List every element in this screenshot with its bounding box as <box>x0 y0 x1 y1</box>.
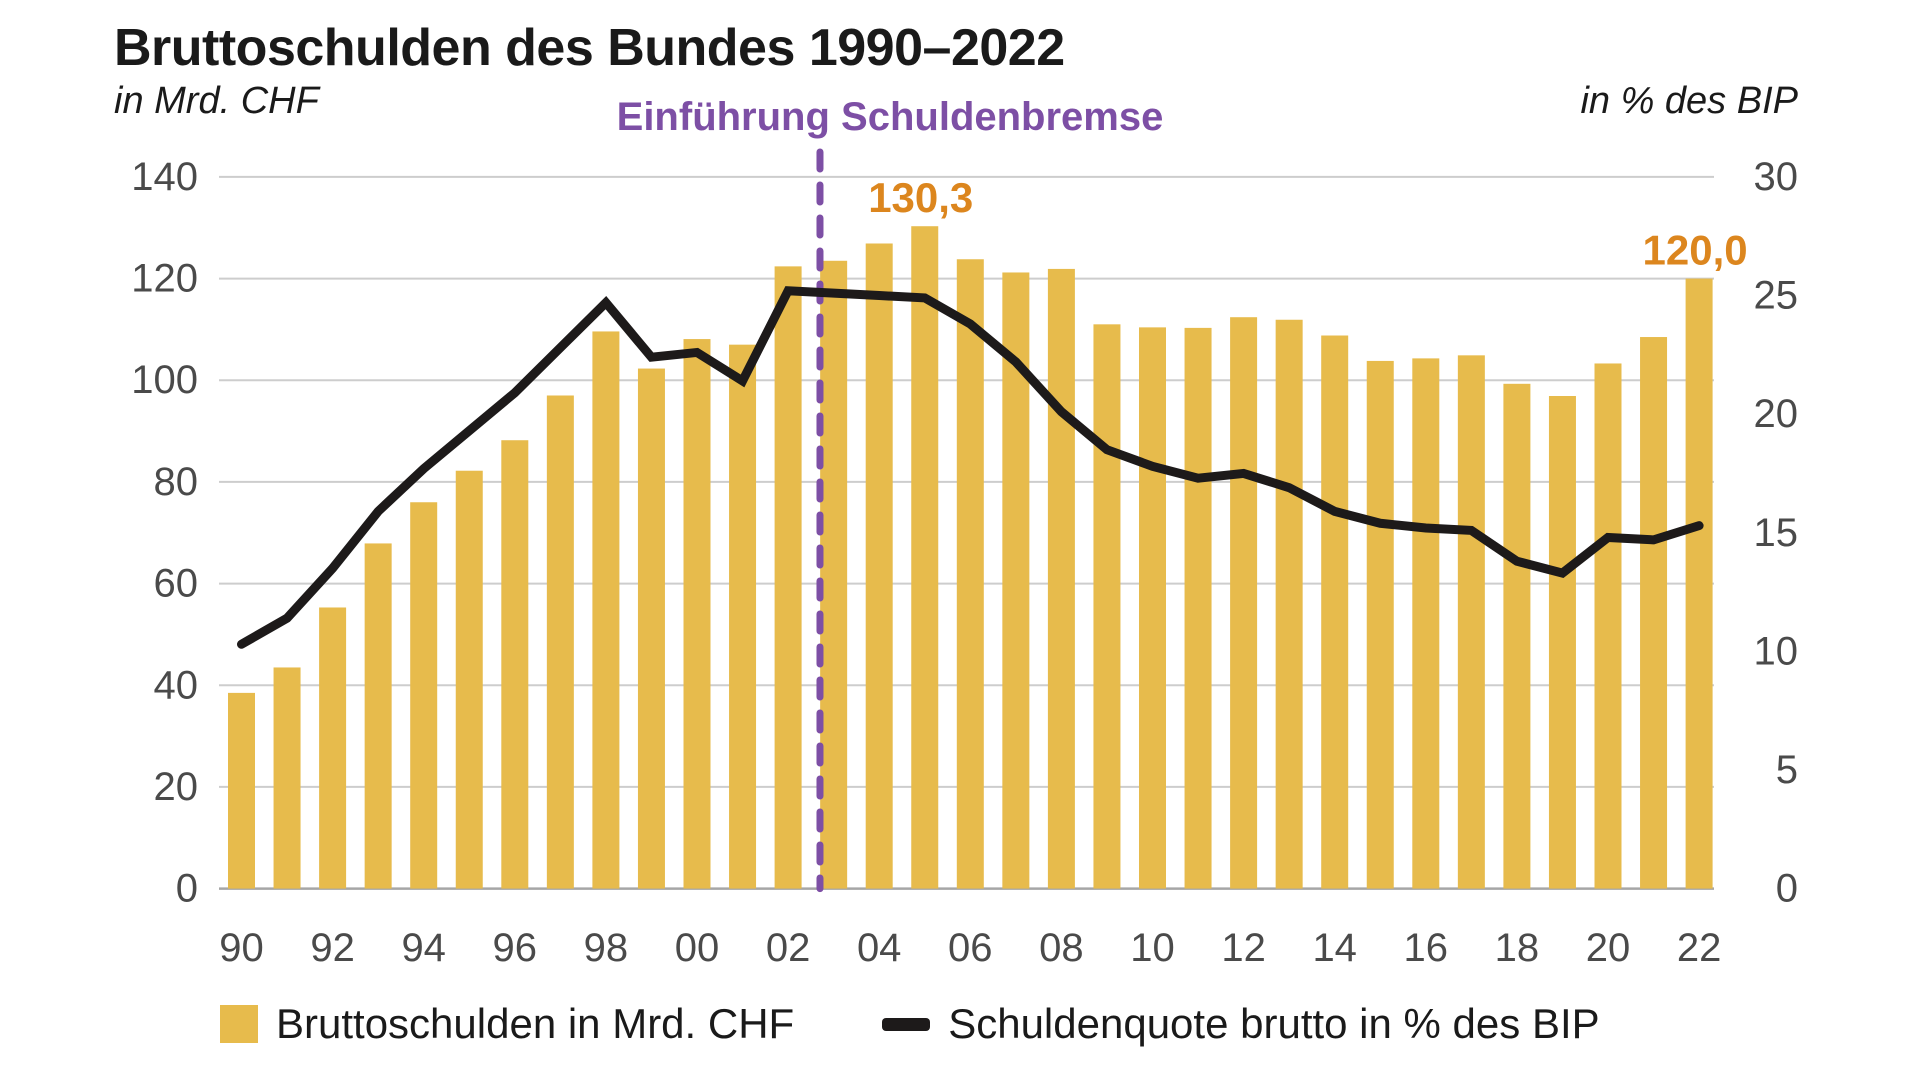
x-axis-tick-96: 96 <box>493 926 538 970</box>
x-axis-tick-02: 02 <box>766 926 811 970</box>
chart-title: Bruttoschulden des Bundes 1990–2022 <box>114 19 1065 77</box>
debt-bar-2009 <box>1093 324 1121 889</box>
debt-bar-2004 <box>865 243 893 889</box>
x-axis-tick-12: 12 <box>1221 926 1266 970</box>
legend-label-line: Schuldenquote brutto in % des BIP <box>948 1000 1600 1047</box>
debt-bar-1995 <box>455 470 483 889</box>
debt-bar-2011 <box>1184 327 1212 889</box>
debt-bar-1992 <box>319 607 347 889</box>
x-axis-tick-18: 18 <box>1495 926 1540 970</box>
line-series-swatch-icon <box>882 1017 931 1031</box>
x-axis-tick-06: 06 <box>948 926 993 970</box>
right-axis-tick-5: 5 <box>1776 748 1798 792</box>
x-axis-tick-16: 16 <box>1404 926 1449 970</box>
left-axis-tick-20: 20 <box>154 765 199 809</box>
debt-bar-2005 <box>911 226 939 889</box>
x-axis-tick-22: 22 <box>1677 926 1722 970</box>
debt-bar-1994 <box>410 502 438 889</box>
schuldenbremse-annotation: Einführung Schuldenbremse <box>616 95 1164 139</box>
x-axis-tick-14: 14 <box>1312 926 1357 970</box>
debt-bar-2012 <box>1230 317 1258 889</box>
data-label-2022: 120,0 <box>1643 227 1748 274</box>
left-axis-tick-60: 60 <box>154 562 199 606</box>
debt-bar-1990 <box>228 692 255 889</box>
legend: Bruttoschulden in Mrd. CHF Schuldenquote… <box>220 1000 1600 1048</box>
debt-bar-2013 <box>1275 319 1303 889</box>
debt-bar-2021 <box>1640 337 1668 889</box>
legend-label-bars: Bruttoschulden in Mrd. CHF <box>276 1000 795 1047</box>
debt-bar-2016 <box>1412 358 1440 889</box>
right-axis-tick-20: 20 <box>1754 392 1799 436</box>
x-axis-tick-10: 10 <box>1130 926 1175 970</box>
debt-bar-2006 <box>956 259 984 889</box>
debt-bar-2014 <box>1321 335 1349 889</box>
left-axis-tick-80: 80 <box>154 460 199 504</box>
right-axis-tick-10: 10 <box>1754 629 1799 673</box>
x-axis-tick-92: 92 <box>310 926 355 970</box>
debt-bar-1998 <box>592 331 620 889</box>
right-axis-tick-0: 0 <box>1776 867 1798 911</box>
debt-bar-2002 <box>774 266 802 889</box>
left-axis-tick-100: 100 <box>131 358 198 402</box>
debt-bar-2008 <box>1047 268 1075 889</box>
debt-bar-2017 <box>1457 355 1485 889</box>
left-axis-unit-label: in Mrd. CHF <box>114 80 319 122</box>
debt-bar-1993 <box>364 543 392 889</box>
debt-bar-2001 <box>729 344 757 889</box>
schuldenquote-line <box>237 286 1704 649</box>
x-axis-tick-00: 00 <box>675 926 720 970</box>
bar-series-swatch-icon <box>220 1005 258 1043</box>
debt-bar-2000 <box>683 339 711 889</box>
debt-bar-2018 <box>1503 383 1531 889</box>
left-axis-tick-140: 140 <box>131 155 198 199</box>
right-axis-tick-25: 25 <box>1754 274 1799 318</box>
right-axis-tick-30: 30 <box>1754 155 1799 199</box>
debt-bar-1999 <box>637 368 665 889</box>
x-axis-tick-04: 04 <box>857 926 902 970</box>
x-axis-tick-20: 20 <box>1586 926 1631 970</box>
right-axis-unit-label: in % des BIP <box>1580 80 1798 122</box>
debt-bar-2015 <box>1366 360 1394 889</box>
x-axis-tick-90: 90 <box>219 926 264 970</box>
x-axis-tick-94: 94 <box>401 926 446 970</box>
x-axis-tick-08: 08 <box>1039 926 1084 970</box>
data-label-2005: 130,3 <box>868 174 973 221</box>
debt-bar-2003 <box>820 260 848 889</box>
debt-bar-2022 <box>1685 278 1713 889</box>
debt-bar-1996 <box>501 440 529 889</box>
legend-item-bars: Bruttoschulden in Mrd. CHF <box>220 1000 794 1048</box>
debt-bar-1997 <box>546 395 574 889</box>
debt-bar-2020 <box>1594 363 1622 889</box>
left-axis-tick-120: 120 <box>131 257 198 301</box>
debt-bar-2019 <box>1548 396 1576 889</box>
debt-bar-2010 <box>1139 327 1166 889</box>
x-axis-tick-98: 98 <box>584 926 629 970</box>
left-axis-tick-40: 40 <box>154 663 199 707</box>
right-axis-tick-15: 15 <box>1754 511 1799 555</box>
left-axis-tick-0: 0 <box>176 867 198 911</box>
legend-item-line: Schuldenquote brutto in % des BIP <box>882 1000 1600 1048</box>
debt-bar-1991 <box>273 667 301 889</box>
